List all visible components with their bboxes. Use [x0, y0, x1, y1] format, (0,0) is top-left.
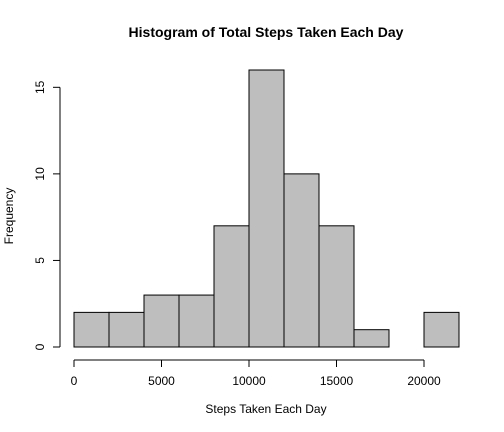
histogram-bar — [143, 294, 180, 348]
y-axis: 0 5 10 15 — [33, 80, 61, 350]
x-tick-label: 10000 — [232, 374, 266, 388]
chart-title: Histogram of Total Steps Taken Each Day — [129, 24, 404, 40]
histogram-bar — [283, 173, 320, 348]
histogram-bar — [423, 311, 460, 348]
y-tick-label: 10 — [33, 167, 47, 181]
x-tick-label: 15000 — [320, 374, 354, 388]
x-tick-label: 20000 — [407, 374, 441, 388]
histogram-bar — [178, 294, 215, 348]
x-tick-label: 0 — [71, 374, 78, 388]
histogram-bar — [213, 225, 250, 348]
y-tick-label: 5 — [33, 257, 47, 264]
bars-group — [73, 69, 460, 348]
histogram-bar — [108, 311, 145, 348]
histogram-bar — [353, 329, 390, 348]
histogram-bar — [73, 311, 110, 348]
x-tick-label: 5000 — [148, 374, 175, 388]
y-tick-label: 0 — [33, 343, 47, 350]
histogram-bar — [248, 69, 285, 348]
y-axis-label: Frequency — [2, 188, 16, 245]
x-axis-label: Steps Taken Each Day — [205, 402, 326, 416]
histogram-bar — [318, 225, 355, 348]
y-tick-label: 15 — [33, 80, 47, 94]
x-axis: 0 5000 10000 15000 20000 — [71, 359, 441, 388]
